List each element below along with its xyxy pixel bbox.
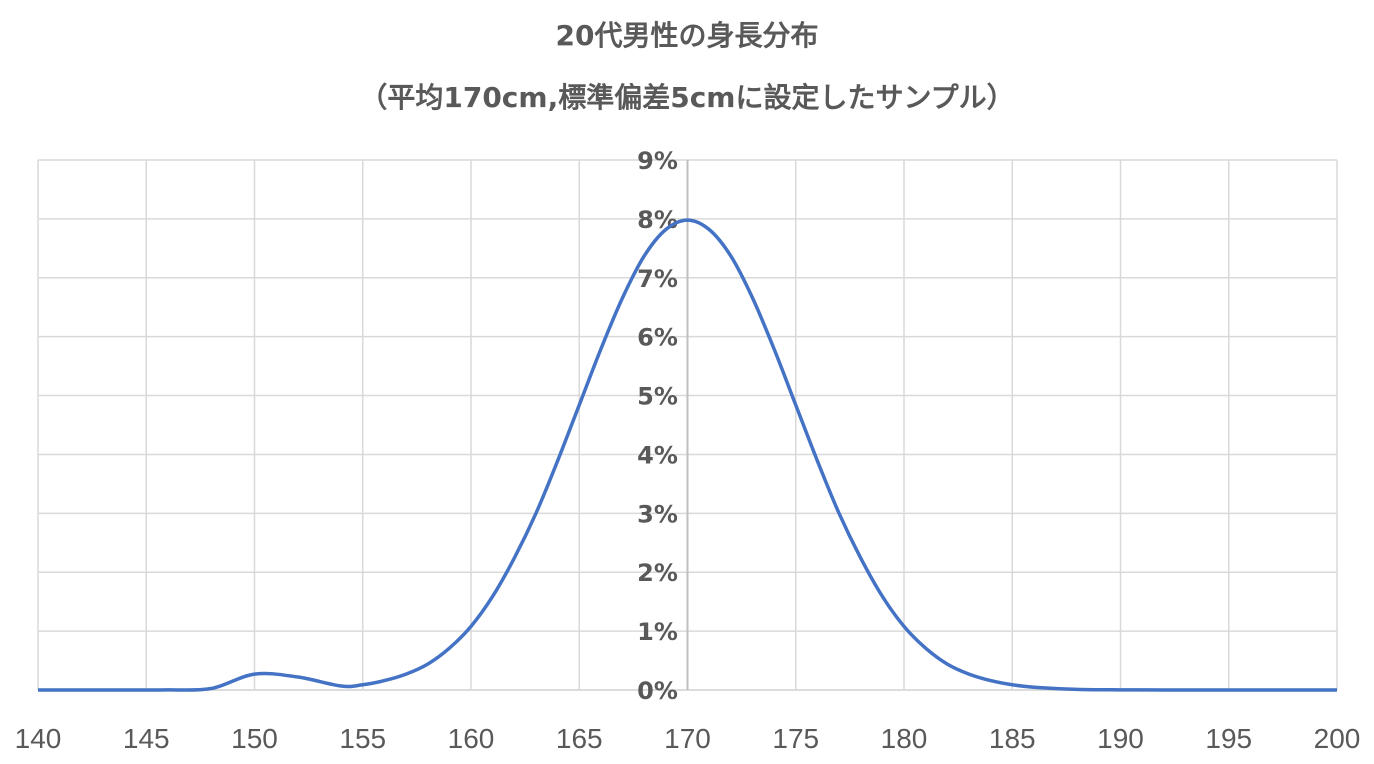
y-tick-label: 4% [637, 441, 678, 469]
x-tick-label: 145 [123, 723, 170, 754]
chart-subtitle: （平均170cm,標準偏差5cmに設定したサンプル） [359, 81, 1015, 114]
y-tick-label: 6% [637, 324, 678, 352]
x-tick-label: 185 [989, 723, 1036, 754]
y-tick-label: 8% [637, 206, 678, 234]
x-tick-label: 200 [1314, 723, 1361, 754]
y-tick-label: 1% [637, 618, 678, 646]
y-tick-label: 3% [637, 500, 678, 528]
x-tick-label: 195 [1205, 723, 1252, 754]
series-layer [37, 218, 1337, 692]
y-tick-label: 5% [637, 383, 678, 411]
x-tick-label: 165 [556, 723, 603, 754]
y-tick-label: 0% [637, 677, 678, 705]
x-tick-label: 140 [15, 723, 62, 754]
y-tick-label: 2% [637, 559, 678, 587]
x-tick-label: 190 [1097, 723, 1144, 754]
x-tick-label: 180 [881, 723, 928, 754]
x-tick-label: 160 [448, 723, 495, 754]
chart-title: 20代男性の身長分布 [555, 19, 819, 52]
x-axis: 140 145 150 155 160 165 170 175 180 185 190 195 200 [15, 723, 1361, 754]
x-tick-label: 150 [231, 723, 278, 754]
series-line [37, 218, 1337, 692]
x-tick-label: 170 [664, 723, 711, 754]
x-tick-label: 175 [772, 723, 819, 754]
y-tick-label: 7% [637, 265, 678, 293]
x-tick-label: 155 [339, 723, 386, 754]
y-tick-label: 9% [637, 147, 678, 175]
y-axis: 0% 1% 2% 3% 4% 5% 6% 7% 8% 9% [637, 147, 689, 705]
